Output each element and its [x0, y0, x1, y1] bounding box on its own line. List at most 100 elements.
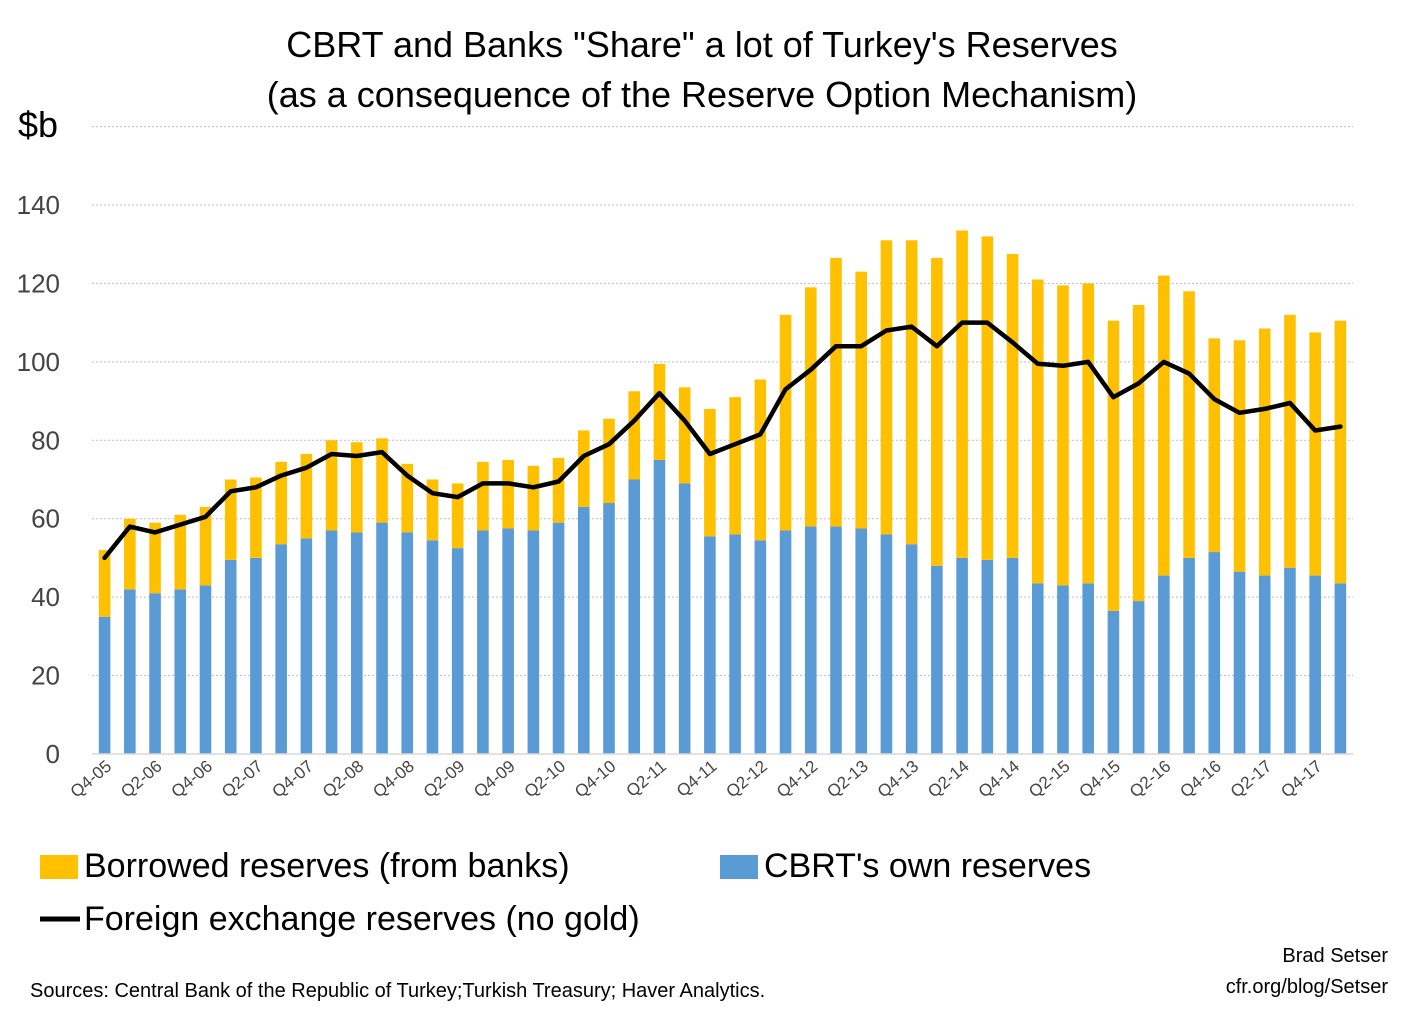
y-tick-label: 0 — [46, 739, 60, 769]
bar-cbrt-own — [678, 483, 691, 754]
sources-note: Sources: Central Bank of the Republic of… — [30, 980, 765, 1002]
bar-cbrt-own — [779, 530, 792, 754]
bar-cbrt-own — [477, 530, 489, 754]
bar-borrowed — [552, 457, 565, 523]
bar-borrowed — [199, 506, 212, 586]
bar-borrowed — [98, 550, 111, 617]
bars — [98, 230, 1347, 754]
bar-cbrt-own — [552, 522, 565, 754]
author-url[interactable]: cfr.org/blog/Setser — [1226, 976, 1389, 998]
legend-item-fx[interactable]: Foreign exchange reserves (no gold) — [40, 900, 640, 938]
x-tick-label: Q4-13 — [874, 757, 922, 802]
x-tick-label: Q4-12 — [773, 757, 821, 802]
bar-cbrt-own — [199, 585, 212, 754]
x-tick-label: Q4-10 — [571, 757, 619, 802]
bar-cbrt-own — [426, 540, 439, 754]
bar-borrowed — [855, 271, 868, 529]
bar-borrowed — [451, 483, 464, 549]
bar-cbrt-own — [1208, 552, 1221, 754]
bar-borrowed — [1258, 328, 1271, 576]
x-tick-label: Q4-17 — [1277, 757, 1325, 802]
bar-borrowed — [956, 230, 968, 558]
legend-label-fx: Foreign exchange reserves (no gold) — [84, 900, 640, 938]
bar-borrowed — [325, 440, 338, 531]
x-tick-label: Q2-10 — [521, 757, 569, 802]
bar-cbrt-own — [653, 459, 666, 754]
bar-cbrt-own — [704, 536, 716, 754]
bar-cbrt-own — [174, 589, 187, 754]
bar-cbrt-own — [804, 526, 817, 754]
chart-subtitle: (as a consequence of the Reserve Option … — [267, 74, 1137, 115]
bar-cbrt-own — [1183, 557, 1195, 754]
bar-borrowed — [224, 479, 237, 560]
x-tick-label: Q2-16 — [1126, 757, 1174, 802]
legend-label-cbrt: CBRT's own reserves — [764, 847, 1091, 885]
x-tick-label: Q2-15 — [1025, 757, 1073, 802]
bar-borrowed — [804, 287, 817, 527]
bar-borrowed — [653, 363, 666, 460]
bar-cbrt-own — [1334, 583, 1347, 754]
x-tick-label: Q4-14 — [975, 757, 1023, 802]
bar-borrowed — [502, 459, 514, 529]
y-tick-label: 20 — [31, 661, 60, 691]
bar-borrowed — [628, 391, 641, 480]
bar-borrowed — [426, 479, 439, 541]
x-tick-label: Q2-06 — [117, 757, 165, 802]
chart-title: CBRT and Banks "Share" a lot of Turkey's… — [286, 24, 1117, 65]
bar-cbrt-own — [931, 565, 943, 754]
bar-borrowed — [351, 442, 363, 533]
bar-borrowed — [1309, 332, 1321, 576]
legend-item-borrowed[interactable]: Borrowed reserves (from banks) — [40, 847, 570, 885]
bar-cbrt-own — [1284, 567, 1296, 754]
x-tick-label: Q4-11 — [673, 757, 720, 801]
bar-cbrt-own — [1057, 585, 1069, 754]
bar-borrowed — [704, 408, 716, 537]
x-axis-ticks: Q4-05 Q2-06 Q4-06 Q2-07 Q4-07 Q2-08 Q4-08 Q2-09… — [67, 757, 1326, 802]
bar-borrowed — [1107, 320, 1120, 611]
bar-cbrt-own — [1107, 610, 1120, 754]
x-tick-label: Q2-14 — [924, 757, 972, 802]
x-tick-label: Q2-11 — [623, 757, 670, 801]
bar-cbrt-own — [250, 557, 262, 754]
bar-borrowed — [905, 240, 918, 545]
bar-borrowed — [527, 465, 540, 531]
bar-borrowed — [1158, 275, 1170, 576]
legend-swatch-borrowed — [40, 855, 78, 879]
x-tick-label: Q2-13 — [823, 757, 871, 802]
bar-borrowed — [1132, 304, 1145, 602]
bar-cbrt-own — [880, 534, 893, 754]
bar-cbrt-own — [603, 503, 615, 754]
bar-cbrt-own — [729, 534, 741, 754]
bar-borrowed — [174, 514, 187, 590]
y-tick-label: 120 — [17, 268, 60, 298]
bar-cbrt-own — [502, 528, 514, 754]
bar-cbrt-own — [1158, 575, 1170, 754]
bar-borrowed — [1233, 340, 1246, 572]
bar-borrowed — [1183, 291, 1195, 558]
bar-cbrt-own — [98, 616, 111, 754]
bar-borrowed — [1334, 320, 1347, 584]
x-tick-label: Q4-09 — [470, 757, 518, 802]
x-tick-label: Q2-07 — [218, 757, 266, 802]
bar-borrowed — [577, 430, 590, 507]
bar-cbrt-own — [754, 540, 767, 754]
bar-borrowed — [830, 257, 842, 527]
bar-borrowed — [779, 314, 792, 531]
bar-cbrt-own — [124, 589, 136, 754]
legend-item-cbrt[interactable]: CBRT's own reserves — [720, 847, 1091, 885]
bar-cbrt-own — [1233, 571, 1246, 754]
x-tick-label: Q4-08 — [369, 757, 417, 802]
bar-cbrt-own — [1132, 601, 1145, 754]
bar-cbrt-own — [1258, 575, 1271, 754]
bar-cbrt-own — [981, 559, 994, 754]
y-tick-label: 80 — [31, 425, 60, 455]
bar-borrowed — [124, 518, 136, 590]
y-tick-label: 140 — [17, 190, 60, 220]
fx-reserves-line-layer — [102, 320, 1343, 561]
bar-cbrt-own — [1082, 583, 1094, 754]
legend: Borrowed reserves (from banks) CBRT's ow… — [40, 847, 1091, 938]
bar-cbrt-own — [905, 544, 918, 754]
bar-borrowed — [729, 397, 741, 535]
bar-cbrt-own — [830, 526, 842, 754]
